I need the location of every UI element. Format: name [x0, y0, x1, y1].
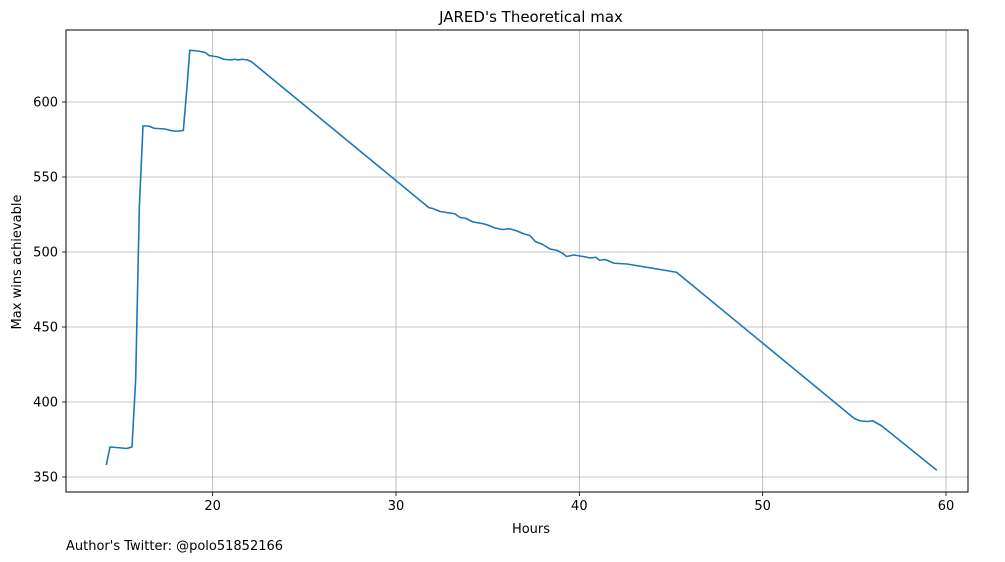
- x-tick-label: 30: [388, 499, 405, 514]
- plot-frame: [65, 29, 969, 493]
- y-tick-label: 400: [33, 396, 58, 411]
- x-axis-label: Hours: [512, 522, 550, 537]
- y-tick-label: 500: [33, 246, 58, 261]
- axis-ticks: 20 30 40 50 60 350 400 450 500 550 600: [33, 96, 954, 515]
- y-tick-label: 450: [33, 321, 58, 336]
- y-tick-label: 350: [33, 471, 58, 486]
- x-tick-label: 40: [571, 499, 588, 514]
- author-credit: Author's Twitter: @polo51852166: [66, 539, 283, 554]
- chart-title: JARED's Theoretical max: [438, 8, 623, 26]
- series-layer: [105, 49, 938, 471]
- x-tick-label: 50: [754, 499, 771, 514]
- y-tick-label: 550: [33, 171, 58, 186]
- y-tick-label: 600: [33, 96, 58, 111]
- y-axis-label: Max wins achievable: [10, 195, 25, 330]
- series-line: [105, 49, 938, 471]
- x-tick-label: 20: [204, 499, 221, 514]
- x-tick-label: 60: [938, 499, 955, 514]
- gridlines: [66, 30, 968, 492]
